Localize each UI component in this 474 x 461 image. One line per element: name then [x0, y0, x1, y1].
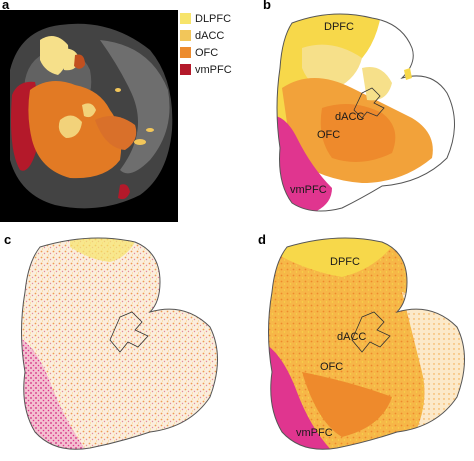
flatmap-b: DPFC dACC OFC vmPFC [276, 13, 455, 212]
legend-item-dlpfc: DLPFC [180, 10, 254, 27]
swatch-dlpfc [180, 13, 191, 24]
region-label-vmpfc: vmPFC [290, 184, 327, 196]
legend-item-dacc: dACC [180, 27, 254, 44]
legend-label: OFC [195, 46, 219, 59]
swatch-dacc [180, 30, 191, 41]
swatch-vmpfc [180, 64, 191, 75]
panel-a-3d-render [0, 10, 178, 222]
region-label-dacc: dACC [335, 111, 364, 123]
region-label-ofc: OFC [320, 361, 343, 373]
swatch-ofc [180, 47, 191, 58]
legend-label: vmPFC [195, 63, 232, 76]
brain-3d-render-image [0, 10, 178, 222]
region-label-dacc: dACC [337, 331, 366, 343]
legend-item-ofc: OFC [180, 44, 254, 61]
flatmap-c [21, 237, 218, 450]
panel-label-c: c [4, 232, 12, 247]
region-label-dpfc: DPFC [324, 21, 354, 33]
legend: DLPFC dACC OFC vmPFC [180, 10, 254, 78]
region-label-ofc: OFC [317, 129, 340, 141]
panel-label-b: b [263, 0, 271, 12]
panel-label-a: a [2, 0, 10, 12]
flatmap-d: DPFC dACC OFC vmPFC [268, 237, 465, 450]
panel-label-d: d [258, 232, 266, 247]
region-label-vmpfc: vmPFC [296, 427, 333, 439]
legend-label: DLPFC [195, 12, 232, 25]
legend-label: dACC [195, 29, 225, 42]
legend-item-vmpfc: vmPFC [180, 61, 254, 78]
region-label-dpfc: DPFC [330, 256, 360, 268]
panel-d-flatmap: DPFC dACC OFC vmPFC [262, 232, 472, 456]
panel-c-flatmap [10, 232, 232, 456]
panel-b-flatmap: DPFC dACC OFC vmPFC [262, 8, 472, 220]
